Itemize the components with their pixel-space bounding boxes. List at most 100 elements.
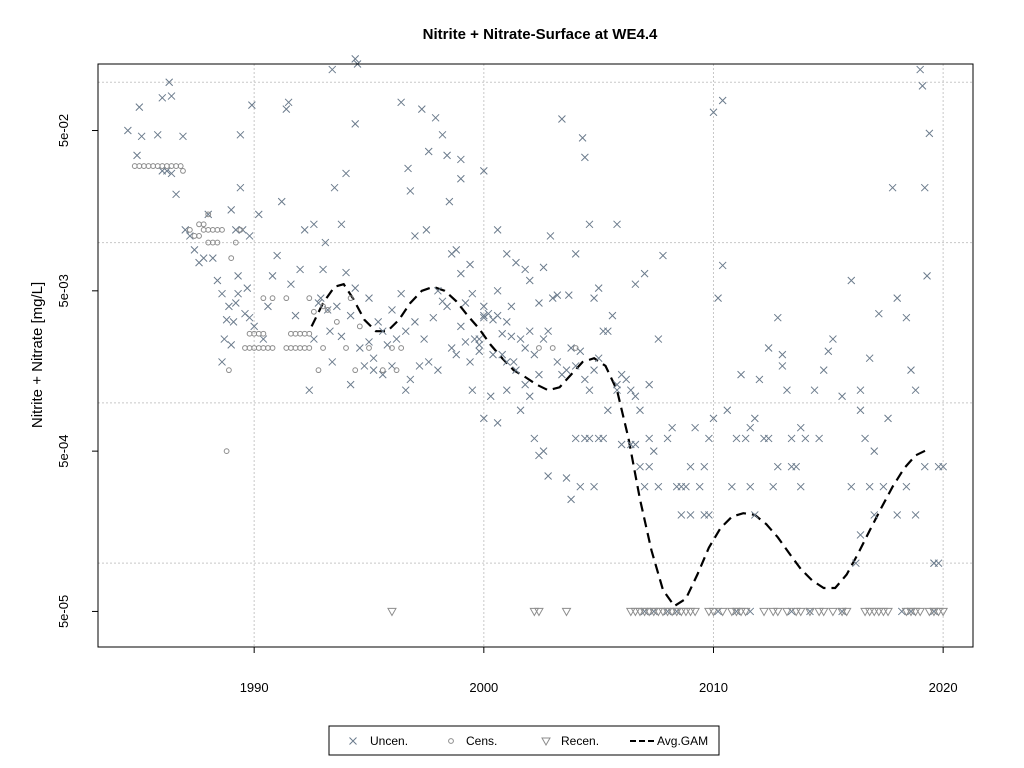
y-tick-label: 5e-05: [56, 595, 71, 628]
censored-point: [536, 345, 542, 351]
censored-point: [306, 345, 313, 351]
uncensored-point: [925, 129, 934, 138]
uncensored-point: [489, 350, 497, 359]
recensored-point: [681, 607, 691, 617]
censored-point: [191, 233, 198, 239]
uncensored-point: [631, 280, 640, 289]
uncensored-point: [415, 362, 424, 370]
uncensored-point: [893, 511, 902, 519]
recensored-point: [906, 607, 916, 617]
uncensored-point: [388, 306, 396, 314]
recensored-point: [933, 607, 944, 617]
uncensored-point: [824, 347, 833, 356]
uncensored-point: [404, 164, 412, 173]
censored-point: [237, 226, 244, 233]
censored-point: [180, 167, 186, 174]
censored-point: [150, 163, 157, 169]
uncensored-point: [337, 332, 346, 341]
censored-point: [320, 345, 326, 351]
uncensored-point: [654, 335, 663, 343]
uncensored-point: [861, 434, 869, 443]
uncensored-point: [865, 482, 874, 491]
recensored-point: [708, 607, 719, 617]
uncensored-point: [640, 482, 649, 491]
uncensored-point: [787, 462, 796, 471]
recensored-point: [837, 607, 847, 617]
uncensored-point: [535, 299, 543, 307]
uncensored-point: [553, 291, 562, 299]
uncensored-point: [764, 434, 773, 443]
uncensored-point: [493, 311, 502, 320]
uncensored-point: [700, 462, 709, 471]
uncensored-point: [525, 392, 534, 401]
x-tick-label: 2000: [469, 680, 498, 695]
recensored-point: [736, 607, 746, 617]
censored-point: [301, 345, 308, 351]
uncensored-point: [516, 335, 525, 343]
censored-point: [255, 330, 262, 337]
recensored-point: [653, 607, 664, 617]
uncensored-point: [213, 276, 222, 285]
uncensored-point: [369, 366, 378, 375]
uncensored-point: [911, 386, 920, 395]
uncensored-point: [838, 607, 846, 616]
censored-point: [283, 295, 290, 302]
uncensored-point: [153, 130, 162, 139]
uncensored-point: [351, 120, 360, 128]
legend-label: Cens.: [466, 734, 497, 748]
legend-recensored-swatch: [541, 737, 551, 747]
uncensored-point: [631, 392, 640, 401]
uncensored-point: [479, 311, 488, 320]
uncensored-point: [165, 78, 174, 87]
uncensored-point: [369, 354, 378, 363]
uncensored-point: [248, 101, 256, 109]
uncensored-point: [479, 302, 488, 311]
censored-point: [356, 323, 363, 330]
uncensored-point: [737, 370, 745, 379]
uncensored-point: [773, 462, 782, 471]
uncensored-point: [856, 531, 865, 539]
censored-point: [205, 211, 212, 218]
recensored-point: [782, 607, 792, 617]
uncensored-point: [732, 607, 741, 616]
uncensored-point: [291, 311, 300, 320]
recensored-point: [704, 607, 714, 617]
uncensored-point: [259, 335, 268, 343]
censored-point: [297, 330, 303, 337]
uncensored-point: [498, 329, 507, 338]
censored-point: [186, 226, 193, 233]
uncensored-point: [264, 302, 272, 311]
uncensored-point: [920, 462, 929, 471]
censored-point: [196, 233, 202, 239]
uncensored-point: [296, 265, 304, 274]
censored-point: [145, 163, 152, 169]
uncensored-point: [507, 302, 516, 311]
uncensored-point: [245, 313, 254, 322]
uncensored-point: [411, 232, 419, 240]
uncensored-point: [603, 406, 612, 415]
uncensored-point: [530, 434, 539, 443]
uncensored-point: [493, 419, 502, 427]
uncensored-point: [124, 126, 132, 135]
uncensored-point: [911, 511, 920, 519]
uncensored-point: [218, 289, 226, 298]
y-axis-label: Nitrite + Nitrate [mg/L]: [29, 282, 46, 428]
censored-point: [209, 226, 216, 233]
censored-point: [159, 163, 166, 169]
recensored-point: [529, 607, 540, 617]
uncensored-point: [546, 232, 555, 240]
censored-point: [136, 163, 143, 169]
uncensored-point: [544, 472, 552, 480]
uncensored-point: [939, 462, 947, 471]
uncensored-point: [613, 380, 621, 389]
recensored-point: [768, 607, 779, 617]
uncensored-point: [907, 366, 915, 375]
uncensored-point: [512, 366, 520, 375]
uncensored-point: [530, 350, 539, 359]
uncensored-point: [847, 276, 856, 285]
uncensored-point: [539, 263, 548, 272]
uncensored-point: [746, 423, 755, 432]
uncensored-point: [870, 447, 879, 455]
censored-point: [265, 345, 271, 351]
